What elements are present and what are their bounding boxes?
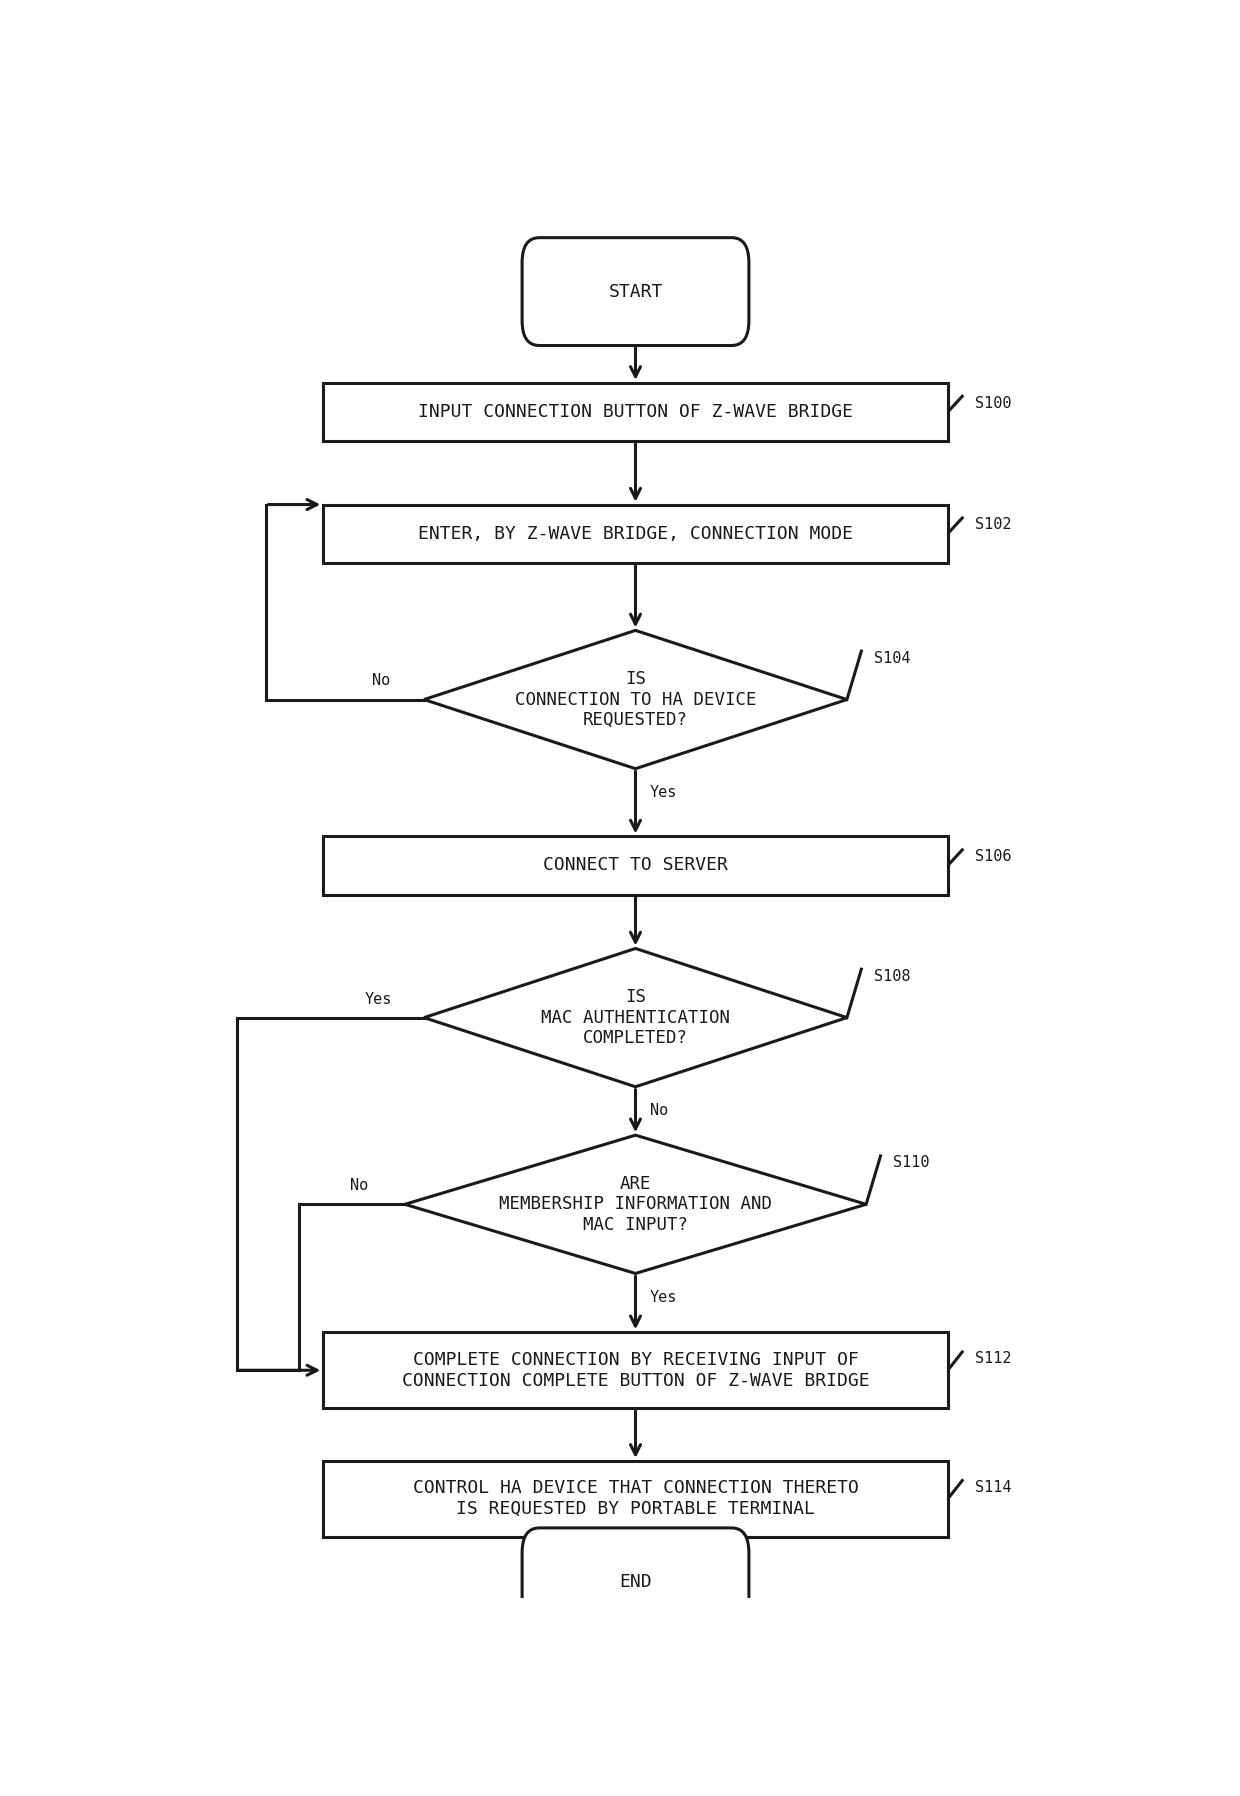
- Text: S104: S104: [874, 650, 910, 666]
- Text: IS
MAC AUTHENTICATION
COMPLETED?: IS MAC AUTHENTICATION COMPLETED?: [541, 988, 730, 1047]
- Polygon shape: [424, 948, 847, 1087]
- Text: CONNECT TO SERVER: CONNECT TO SERVER: [543, 857, 728, 875]
- Bar: [324, 1460, 947, 1537]
- Text: Yes: Yes: [650, 1290, 677, 1306]
- Text: S110: S110: [893, 1155, 930, 1171]
- Bar: [324, 1333, 947, 1408]
- Text: ENTER, BY Z-WAVE BRIDGE, CONNECTION MODE: ENTER, BY Z-WAVE BRIDGE, CONNECTION MODE: [418, 524, 853, 542]
- Text: S102: S102: [975, 517, 1012, 532]
- Text: INPUT CONNECTION BUTTON OF Z-WAVE BRIDGE: INPUT CONNECTION BUTTON OF Z-WAVE BRIDGE: [418, 402, 853, 420]
- FancyBboxPatch shape: [522, 237, 749, 345]
- FancyBboxPatch shape: [522, 1528, 749, 1636]
- Text: No: No: [350, 1178, 368, 1193]
- Text: CONTROL HA DEVICE THAT CONNECTION THERETO
IS REQUESTED BY PORTABLE TERMINAL: CONTROL HA DEVICE THAT CONNECTION THERET…: [413, 1480, 858, 1518]
- Bar: [324, 383, 947, 442]
- Text: S114: S114: [975, 1480, 1012, 1494]
- Text: No: No: [650, 1103, 668, 1119]
- Text: IS
CONNECTION TO HA DEVICE
REQUESTED?: IS CONNECTION TO HA DEVICE REQUESTED?: [515, 670, 756, 729]
- Text: S106: S106: [975, 850, 1012, 864]
- Text: S112: S112: [975, 1351, 1012, 1367]
- Text: No: No: [372, 674, 389, 688]
- Polygon shape: [424, 630, 847, 769]
- Text: Yes: Yes: [365, 991, 392, 1006]
- Bar: [324, 837, 947, 894]
- Polygon shape: [404, 1135, 866, 1273]
- Text: COMPLETE CONNECTION BY RECEIVING INPUT OF
CONNECTION COMPLETE BUTTON OF Z-WAVE B: COMPLETE CONNECTION BY RECEIVING INPUT O…: [402, 1351, 869, 1390]
- Bar: [324, 505, 947, 562]
- Text: ARE
MEMBERSHIP INFORMATION AND
MAC INPUT?: ARE MEMBERSHIP INFORMATION AND MAC INPUT…: [498, 1175, 773, 1234]
- Text: S100: S100: [975, 395, 1012, 411]
- Text: Yes: Yes: [650, 785, 677, 801]
- Text: S108: S108: [874, 968, 910, 984]
- Text: END: END: [619, 1573, 652, 1591]
- Text: START: START: [609, 282, 662, 300]
